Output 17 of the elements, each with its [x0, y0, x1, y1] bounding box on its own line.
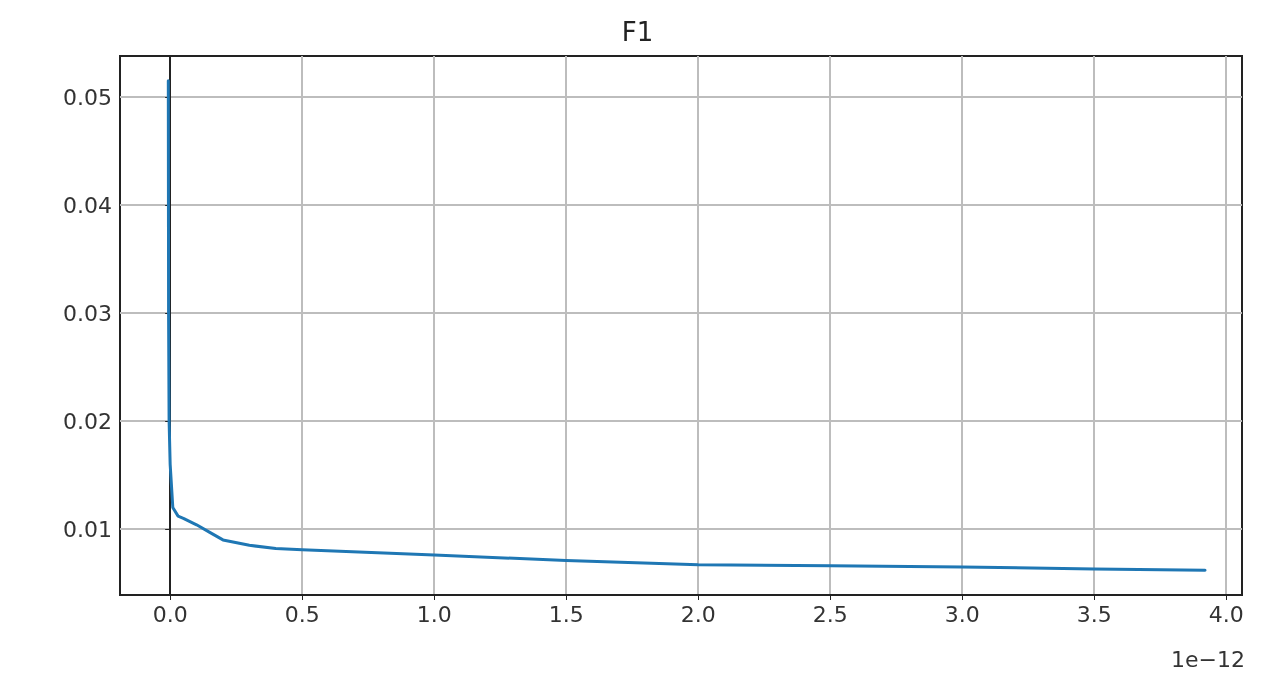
x-tick-label: 2.0 — [680, 601, 716, 627]
y-tick-label: 0.02 — [63, 408, 112, 434]
x-tick-label: 2.5 — [812, 601, 848, 627]
y-tick-label: 0.03 — [63, 300, 112, 326]
y-tick-label: 0.05 — [63, 84, 112, 110]
chart-title: F1 — [621, 17, 654, 47]
y-tick-label: 0.01 — [63, 516, 112, 542]
x-tick-label: 1.0 — [416, 601, 452, 627]
y-tick-label: 0.04 — [63, 192, 112, 218]
line-series — [166, 79, 1207, 572]
x-tick-label: 0.5 — [284, 601, 320, 627]
x-tick-label: 3.0 — [944, 601, 980, 627]
x-tick-label: 4.0 — [1208, 601, 1244, 627]
x-tick-label: 1.5 — [548, 601, 584, 627]
text: 1e−12 — [1171, 646, 1246, 672]
x-tick-label: 0.0 — [152, 601, 188, 627]
x-tick-label: 3.5 — [1076, 601, 1112, 627]
